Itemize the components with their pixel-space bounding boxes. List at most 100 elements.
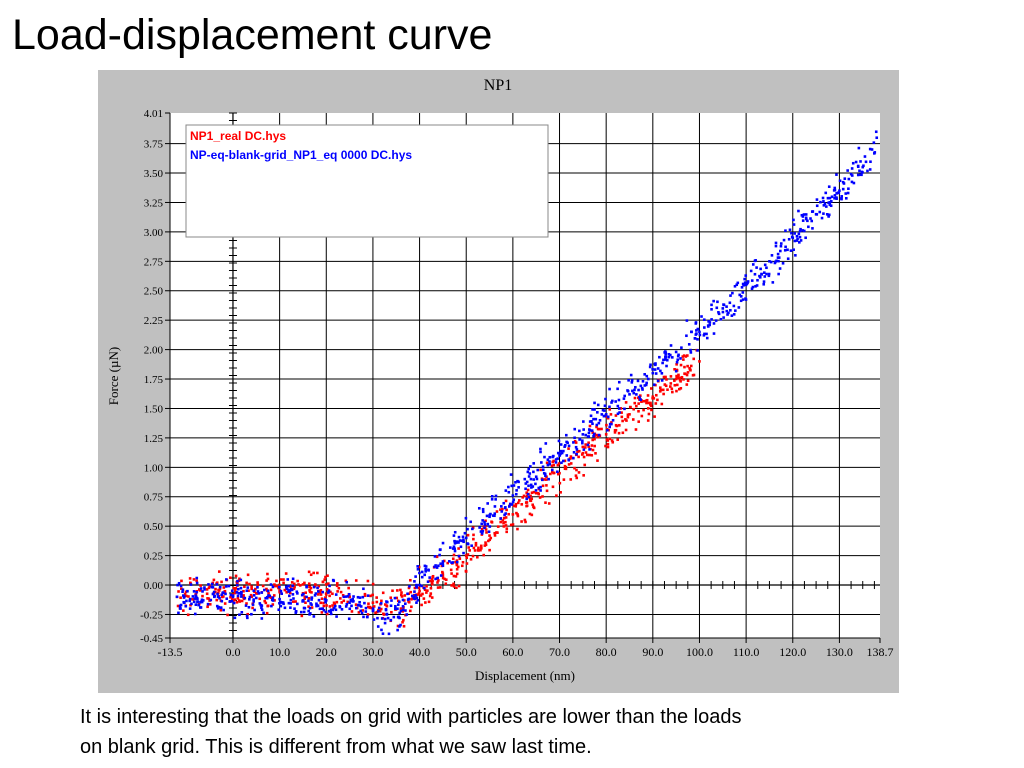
data-point — [560, 451, 564, 455]
data-point — [441, 564, 445, 568]
data-point — [381, 632, 385, 635]
data-point — [331, 592, 334, 596]
data-point — [635, 404, 638, 408]
data-point — [859, 173, 862, 176]
data-point — [240, 599, 244, 603]
data-point — [534, 491, 538, 495]
data-point — [638, 398, 642, 401]
data-point — [412, 595, 415, 599]
data-point — [230, 589, 234, 593]
data-point — [345, 603, 349, 606]
data-point — [392, 615, 396, 619]
data-point — [285, 587, 289, 591]
data-point — [207, 583, 210, 586]
data-point — [303, 597, 307, 601]
data-point — [608, 408, 612, 411]
data-point — [789, 249, 793, 252]
data-point — [215, 604, 219, 608]
legend-box — [185, 124, 549, 238]
data-point — [618, 411, 621, 414]
data-point — [320, 611, 324, 614]
data-point — [280, 592, 284, 595]
data-point — [229, 593, 233, 597]
data-point — [645, 401, 648, 405]
data-point — [510, 484, 514, 488]
data-point — [451, 561, 455, 564]
data-point — [833, 186, 837, 190]
data-point — [827, 213, 830, 217]
data-point — [792, 218, 795, 222]
data-point — [319, 589, 323, 592]
data-point — [266, 604, 270, 608]
data-point — [616, 412, 620, 416]
data-point — [402, 624, 406, 628]
data-point — [687, 343, 691, 346]
data-point — [256, 581, 259, 584]
data-point — [815, 198, 819, 201]
data-point — [376, 616, 379, 620]
data-point — [841, 187, 845, 191]
data-point — [303, 595, 307, 599]
data-point — [616, 404, 620, 408]
y-tick-label: 2.25 — [144, 315, 164, 327]
data-point — [833, 194, 837, 197]
data-point — [559, 443, 563, 446]
data-point — [727, 311, 730, 315]
data-point — [749, 269, 753, 273]
y-tick-label: 2.75 — [144, 256, 164, 268]
data-point — [275, 579, 278, 583]
data-point — [810, 219, 814, 223]
data-point — [240, 592, 243, 596]
data-point — [861, 165, 865, 169]
data-point — [611, 418, 615, 422]
data-point — [452, 582, 455, 586]
data-point — [582, 474, 585, 477]
data-point — [234, 574, 238, 578]
data-point — [603, 409, 606, 412]
data-point — [286, 578, 290, 581]
data-point — [572, 450, 576, 454]
data-point — [667, 352, 671, 356]
data-point — [610, 422, 613, 426]
data-point — [201, 599, 205, 602]
data-point — [851, 161, 855, 165]
data-point — [804, 236, 807, 240]
data-point — [463, 531, 467, 535]
data-point — [406, 592, 409, 596]
data-point — [194, 594, 197, 597]
data-point — [415, 596, 419, 600]
data-point — [654, 393, 658, 397]
data-point — [696, 327, 700, 331]
data-point — [872, 141, 876, 144]
data-point — [396, 607, 399, 611]
data-point — [765, 272, 768, 276]
data-point — [640, 400, 643, 404]
caption-line-2: on blank grid. This is different from wh… — [80, 736, 592, 758]
data-point — [287, 584, 290, 588]
data-point — [182, 609, 185, 612]
data-point — [263, 599, 267, 603]
data-point — [551, 455, 554, 459]
data-point — [605, 438, 609, 441]
data-point — [637, 388, 640, 392]
data-point — [674, 377, 678, 381]
data-point — [336, 590, 339, 593]
data-point — [674, 369, 678, 373]
data-point — [285, 590, 288, 594]
data-point — [504, 512, 507, 515]
data-point — [205, 588, 209, 591]
data-point — [659, 388, 663, 392]
data-point — [383, 617, 387, 621]
data-point — [218, 596, 221, 600]
data-point — [371, 609, 375, 613]
data-point — [448, 546, 452, 549]
data-point — [347, 592, 351, 596]
data-point — [501, 519, 505, 522]
data-point — [563, 459, 567, 463]
data-point — [383, 603, 387, 606]
data-point — [754, 285, 757, 288]
data-point — [729, 294, 732, 297]
data-point — [452, 574, 456, 578]
data-point — [562, 449, 565, 453]
data-point — [567, 444, 571, 448]
